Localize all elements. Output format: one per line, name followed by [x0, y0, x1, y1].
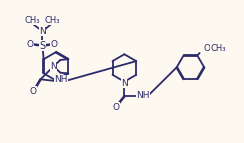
- Text: CH₃: CH₃: [24, 16, 40, 25]
- Text: O: O: [51, 40, 58, 49]
- Text: NH: NH: [54, 76, 68, 85]
- Text: CH₃: CH₃: [211, 44, 226, 53]
- Text: NH: NH: [136, 91, 150, 100]
- Text: O: O: [27, 40, 34, 49]
- Text: N: N: [50, 62, 57, 71]
- Text: N: N: [121, 79, 128, 88]
- Text: O: O: [30, 87, 37, 96]
- Text: O: O: [203, 44, 210, 53]
- Text: S: S: [40, 40, 46, 50]
- Text: O: O: [112, 103, 120, 112]
- Text: N: N: [39, 27, 46, 36]
- Text: CH₃: CH₃: [45, 16, 60, 25]
